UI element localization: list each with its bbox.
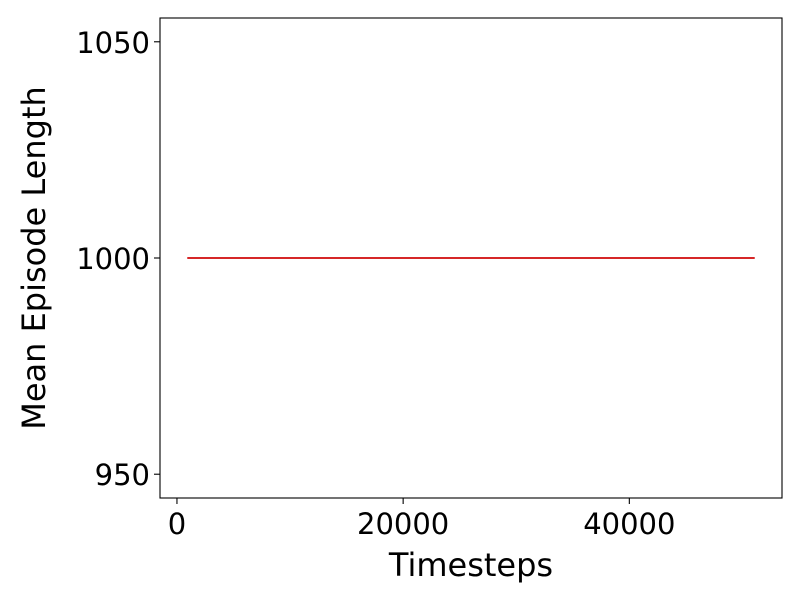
y-axis: 950 1000 1050 xyxy=(76,26,160,492)
x-tick-label: 20000 xyxy=(357,507,449,541)
y-tick-label: 1050 xyxy=(76,26,150,60)
x-tick-label: 0 xyxy=(168,507,186,541)
x-axis-label: Timesteps xyxy=(388,546,553,584)
y-tick-label: 1000 xyxy=(76,242,150,276)
x-tick-label: 40000 xyxy=(583,507,675,541)
y-axis-label: Mean Episode Length xyxy=(15,86,53,430)
y-tick-label: 950 xyxy=(95,458,150,492)
x-axis: 0 20000 40000 xyxy=(168,498,675,541)
